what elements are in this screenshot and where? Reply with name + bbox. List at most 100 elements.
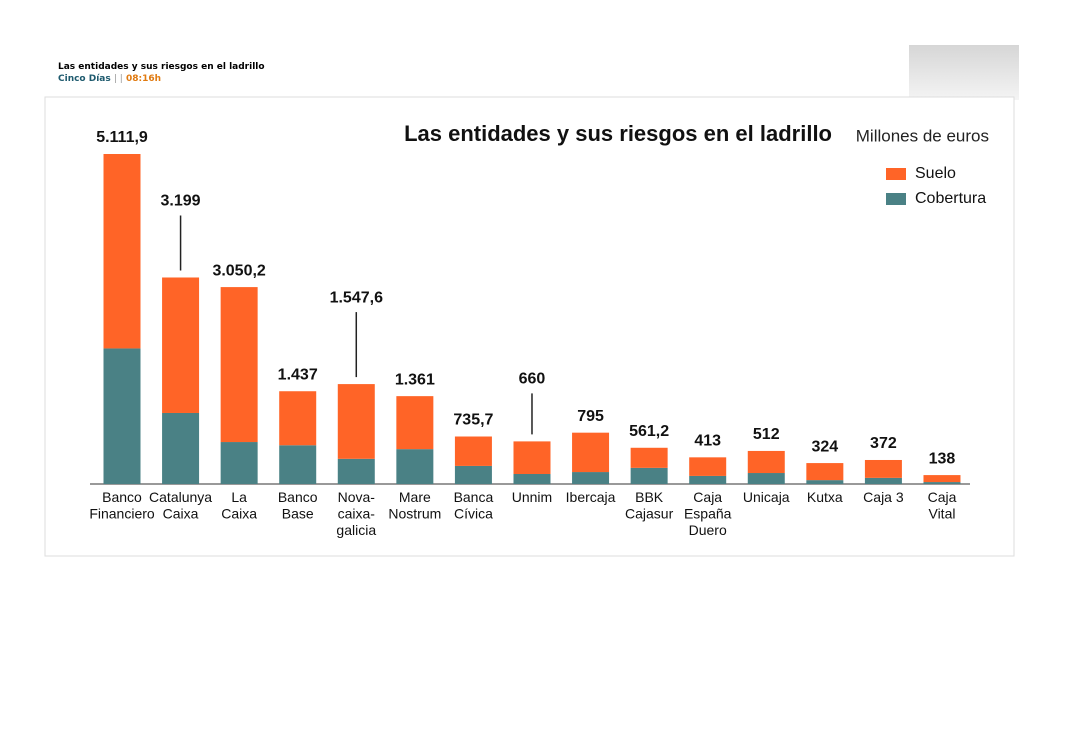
bar-segment (689, 457, 727, 476)
x-tick-label: Kutxa (807, 489, 843, 505)
x-tick-label-line: Nova- (338, 489, 376, 505)
total-label: 512 (753, 426, 780, 443)
x-tick-label: Caja España Duero (684, 489, 732, 538)
bar-segment (806, 463, 844, 481)
x-tick-label-line: Kutxa (807, 489, 843, 505)
x-tick-label-line: Banco (278, 489, 318, 505)
legend-label: Cobertura (915, 190, 986, 207)
bar-segment (337, 458, 375, 484)
x-tick-label-line: Banco (102, 489, 142, 505)
bar-segment (396, 396, 434, 450)
x-tick-label: Nova-caixa-galicia (336, 489, 376, 538)
total-label: 138 (929, 450, 956, 467)
x-tick-label: La Caixa (221, 489, 257, 522)
total-label: 735,7 (453, 412, 493, 429)
x-tick-label-line: Nostrum (388, 505, 441, 521)
x-tick-label-line: Financiero (89, 505, 155, 521)
bar-segment (572, 472, 610, 484)
corner-box (909, 45, 1019, 100)
bar-segment (220, 442, 258, 484)
bar-segment (806, 480, 844, 484)
legend-swatch (886, 168, 906, 180)
total-label: 324 (811, 438, 838, 455)
bar-segment (747, 473, 785, 484)
bar-segment (337, 384, 375, 459)
x-tick-label: Banca Cívica (454, 489, 494, 522)
x-tick-label-line: Unicaja (743, 489, 790, 505)
legend-swatch (886, 193, 906, 205)
x-tick-label: Caja Vital (928, 489, 957, 522)
x-tick-label-line: Unnim (512, 489, 552, 505)
x-tick-label-line: Catalunya (149, 489, 212, 505)
x-tick-label-line: Vital (928, 505, 955, 521)
bar-segment (513, 473, 551, 484)
total-label: 413 (694, 433, 721, 450)
x-tick-label: Caja 3 (863, 489, 904, 505)
bar-segment (513, 441, 551, 474)
x-tick-label-line: La (231, 489, 247, 505)
bar-segment (689, 475, 727, 484)
x-tick-label-line: Duero (689, 522, 727, 538)
bar-segment (923, 475, 961, 483)
bar-segment (864, 459, 902, 478)
x-tick-label-line: Caja 3 (863, 489, 904, 505)
x-tick-label-line: Caixa (163, 505, 199, 521)
separator: | | (113, 74, 123, 84)
bar-segment (630, 467, 668, 484)
x-tick-label-line: Cívica (454, 505, 493, 521)
x-tick-label-line: España (684, 505, 732, 521)
x-tick-label-line: caixa- (338, 505, 376, 521)
total-label: 372 (870, 435, 897, 452)
bar-segment (454, 436, 492, 466)
x-tick-label: Unicaja (743, 489, 790, 505)
x-tick-label-line: Mare (399, 489, 431, 505)
x-tick-label: Catalunya Caixa (149, 489, 212, 522)
source: Cinco Días (58, 74, 111, 84)
total-label: 795 (577, 408, 604, 425)
x-tick-label-line: Banca (454, 489, 494, 505)
bar-segment (747, 450, 785, 474)
legend-label: Suelo (915, 165, 956, 182)
bar-segment (279, 391, 317, 446)
x-tick-label-line: Caixa (221, 505, 257, 521)
header-title: Las entidades y sus riesgos en el ladril… (58, 62, 265, 72)
x-tick-label-line: Ibercaja (566, 489, 616, 505)
bar-segment (279, 445, 317, 484)
bar-segment (103, 154, 141, 349)
total-label: 1.547,6 (330, 289, 383, 306)
bar-segment (864, 477, 902, 484)
bar-segment (454, 465, 492, 484)
chart-subtitle: Millones de euros (856, 126, 989, 145)
x-tick-label-line: Caja (693, 489, 722, 505)
x-tick-label: Mare Nostrum (388, 489, 441, 522)
total-label: 5.111,9 (96, 129, 148, 146)
bar-segment (162, 277, 200, 413)
total-label: 660 (519, 371, 546, 388)
time: 08:16h (125, 74, 162, 84)
chart-title: Las entidades y sus riesgos en el ladril… (404, 121, 832, 146)
bar-segment (572, 432, 610, 473)
x-tick-label-line: Base (282, 505, 314, 521)
x-tick-label: Unnim (512, 489, 552, 505)
x-tick-label: Banco Financiero (89, 489, 155, 522)
total-label: 1.361 (395, 371, 435, 388)
header: Las entidades y sus riesgos en el ladril… (58, 61, 265, 85)
x-tick-label: Banco Base (278, 489, 318, 522)
total-label: 561,2 (629, 423, 669, 440)
bar-segment (220, 287, 258, 443)
x-tick-label: BBK Cajasur (625, 489, 674, 522)
bar-segment (396, 449, 434, 484)
bar-segment (923, 482, 961, 484)
x-tick-label-line: galicia (336, 522, 376, 538)
total-label: 3.199 (161, 193, 201, 210)
bar-segment (162, 412, 200, 484)
total-label: 3.050,2 (212, 262, 265, 279)
bar-segment (103, 348, 141, 484)
x-tick-label-line: Caja (928, 489, 957, 505)
bar-segment (630, 447, 668, 468)
total-label: 1.437 (278, 366, 318, 383)
x-tick-label: Ibercaja (566, 489, 616, 505)
x-tick-label-line: BBK (635, 489, 664, 505)
